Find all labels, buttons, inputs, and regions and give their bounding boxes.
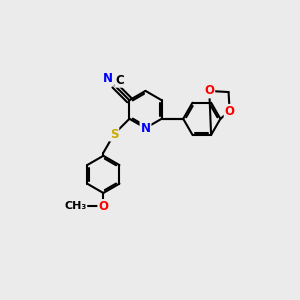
Text: S: S	[110, 128, 118, 141]
Text: CH₃: CH₃	[64, 202, 87, 212]
Text: O: O	[225, 105, 235, 118]
Text: N: N	[103, 72, 113, 85]
Text: O: O	[98, 200, 108, 213]
Text: O: O	[204, 85, 214, 98]
Text: C: C	[115, 74, 124, 87]
Text: N: N	[140, 122, 151, 135]
